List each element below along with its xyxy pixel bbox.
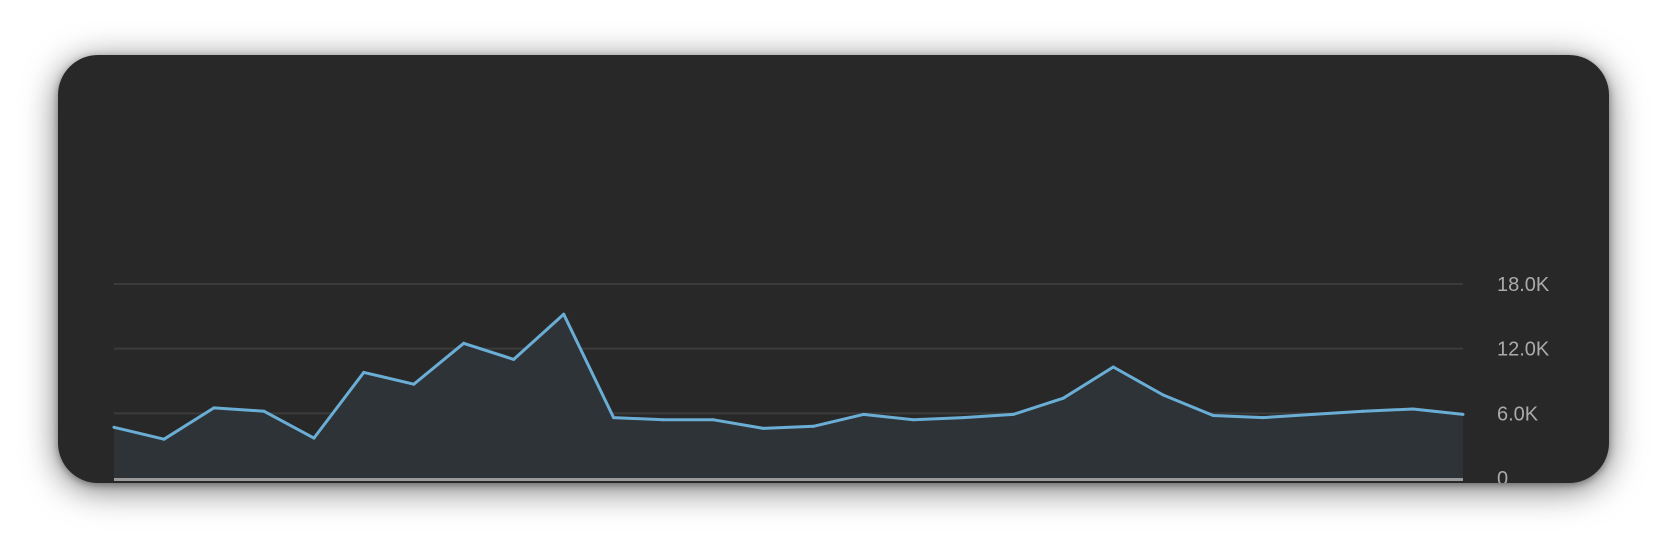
data-point xyxy=(562,312,566,316)
data-point xyxy=(1411,407,1415,411)
data-point xyxy=(612,416,616,420)
data-point xyxy=(1011,412,1015,416)
data-point xyxy=(1461,412,1465,416)
data-point xyxy=(512,357,516,361)
y-axis-labels: 0 6.0K 12.0K 18.0K xyxy=(1497,274,1550,483)
data-point xyxy=(762,426,765,430)
data-point xyxy=(861,412,865,416)
y-tick-label: 12.0K xyxy=(1497,339,1550,361)
y-tick-label: 0 xyxy=(1497,468,1508,483)
y-tick-label: 18.0K xyxy=(1497,274,1550,296)
data-point xyxy=(162,437,166,441)
data-point xyxy=(312,436,316,440)
data-point xyxy=(1261,416,1265,420)
data-point xyxy=(662,418,666,422)
data-point xyxy=(812,424,815,428)
data-point xyxy=(1111,365,1115,369)
y-tick-label: 6.0K xyxy=(1497,403,1539,425)
series-line xyxy=(113,312,1464,441)
gridlines xyxy=(114,283,1463,415)
data-point xyxy=(911,418,915,422)
series-area-fill xyxy=(114,314,1463,478)
data-point xyxy=(1311,412,1315,416)
chart-card: 0 6.0K 12.0K 18.0K xyxy=(58,55,1609,483)
data-point xyxy=(1211,414,1215,417)
data-point xyxy=(961,416,965,420)
data-point xyxy=(462,341,466,345)
data-point xyxy=(1361,409,1365,413)
views-area-chart: 0 6.0K 12.0K 18.0K xyxy=(112,274,1550,483)
data-point xyxy=(362,370,366,374)
data-point xyxy=(212,406,216,410)
data-point xyxy=(712,418,716,422)
data-point xyxy=(1061,396,1065,400)
data-point xyxy=(262,409,266,413)
data-points xyxy=(112,312,1465,441)
data-point xyxy=(412,382,416,386)
data-point xyxy=(112,425,116,429)
data-point xyxy=(1161,393,1165,397)
